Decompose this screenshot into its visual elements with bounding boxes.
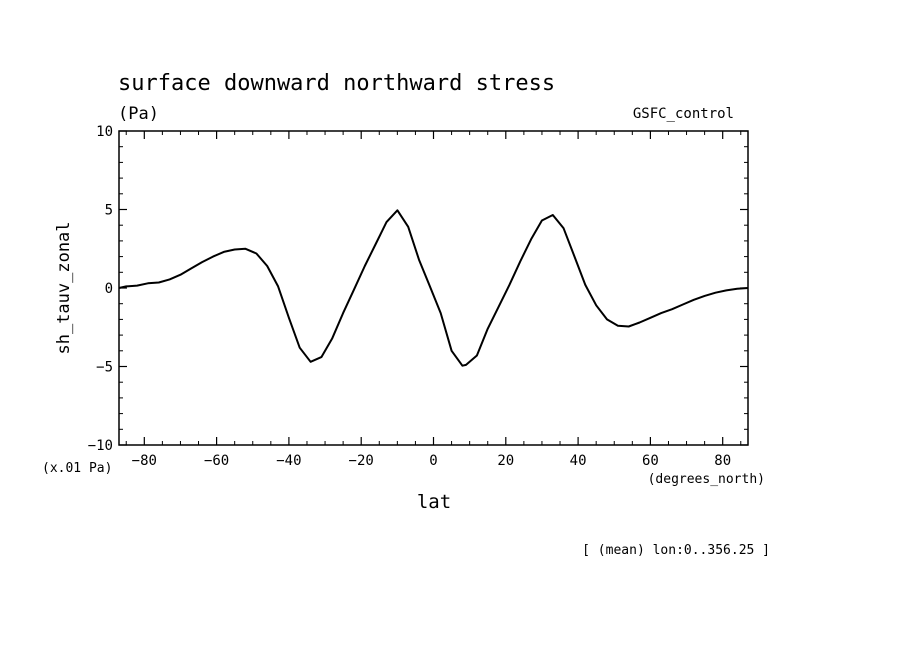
x-tick-label: −40 <box>276 453 301 469</box>
x-tick-label: −20 <box>349 453 374 469</box>
y-scale-note: (x.01 Pa) <box>42 461 112 476</box>
x-tick-label: 40 <box>570 453 587 469</box>
x-axis-title: lat <box>417 491 451 513</box>
series-line <box>118 209 749 367</box>
x-tick-label: 60 <box>642 453 659 469</box>
x-axis-units: (degrees_north) <box>648 472 765 487</box>
y-tick-label: −10 <box>88 438 113 454</box>
plot-frame <box>118 130 749 446</box>
axis-tick-labels: −80 −60 −40 −20 0 20 40 60 80 −10 −5 0 5 10 <box>88 124 731 469</box>
x-tick-label: −80 <box>132 453 157 469</box>
units-label: (Pa) <box>118 104 159 124</box>
y-tick-label: 5 <box>105 203 113 219</box>
x-tick-label: 20 <box>497 453 514 469</box>
y-axis-title: sh_tauv_zonal <box>54 221 74 354</box>
y-tick-label: −5 <box>96 360 113 376</box>
y-tick-label: 0 <box>105 281 113 297</box>
chart-title: surface downward northward stress <box>118 71 555 96</box>
y-tick-label: 10 <box>96 124 113 140</box>
x-tick-label: −60 <box>204 453 229 469</box>
x-tick-label: 0 <box>429 453 437 469</box>
legend-label: GSFC_control <box>633 106 734 122</box>
series-layer <box>118 209 749 367</box>
footnote: [ (mean) lon:0..356.25 ] <box>582 543 770 558</box>
x-tick-label: 80 <box>714 453 731 469</box>
